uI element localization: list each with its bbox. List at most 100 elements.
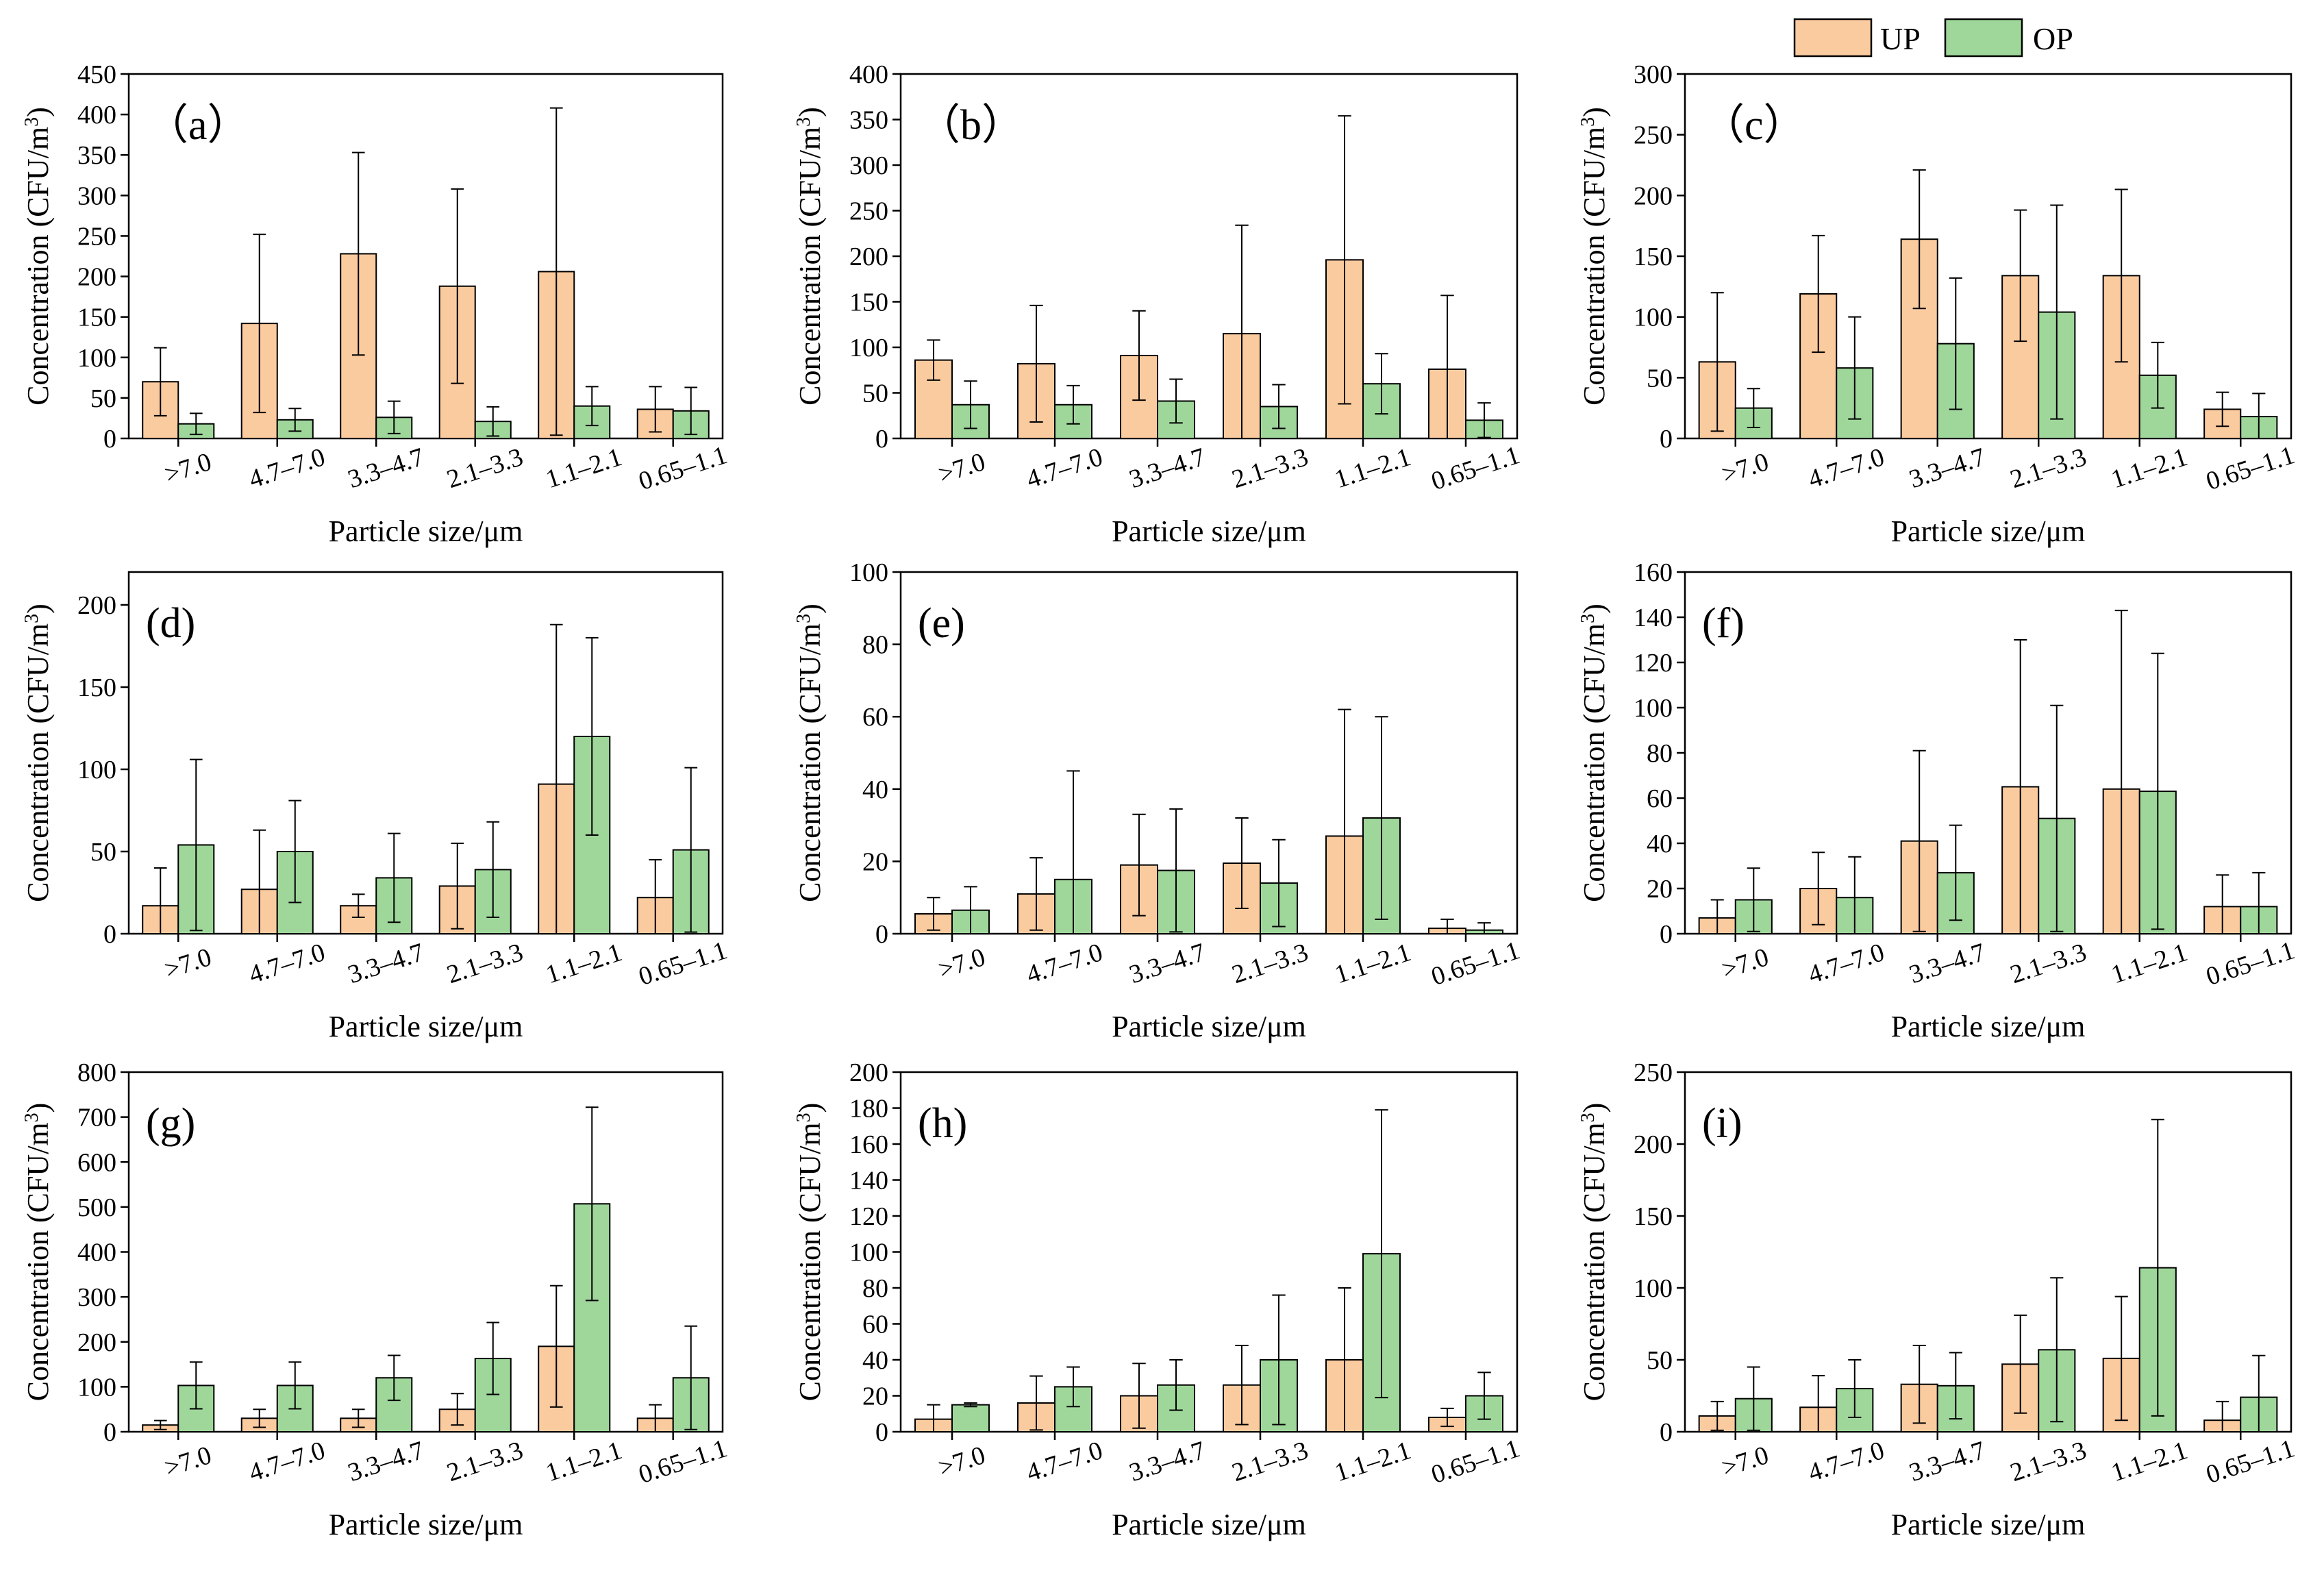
y-axis-title: Concentration (CFU/m3) [1577,107,1612,406]
y-axis-title-close: ) [1577,107,1611,117]
x-tick-label: 4.7–7.0 [1023,1436,1106,1487]
x-tick-label: 0.65–1.1 [2203,1434,2298,1489]
y-tick-label: 40 [862,775,888,804]
y-axis-title-close: ) [21,1103,55,1113]
y-axis-title-main: Concentration (CFU/m [1577,1122,1611,1401]
x-axis-title: Particle size/μm [329,514,523,548]
y-tick-label: 500 [77,1193,116,1222]
panel-label: (h) [918,1100,967,1147]
x-tick-label: 0.65–1.1 [1428,1434,1523,1489]
legend-swatch-op [1944,18,2023,58]
chart-panel-7: 0 100 200 300 400 500 600 700 800 >7.0 4.7–7.0 3.3–… [21,1058,731,1541]
y-tick-label: 350 [849,106,888,135]
x-tick-label: 3.3–4.7 [345,1436,427,1487]
x-tick-label: >7.0 [161,943,215,984]
plot-frame [899,1071,1519,1433]
y-axis-title-close: ) [1577,1103,1611,1113]
y-tick-label: 150 [1634,243,1673,271]
x-tick-label: 3.3–4.7 [1126,443,1209,494]
x-tick-label: 1.1–2.1 [1332,938,1414,989]
x-tick-label: 3.3–4.7 [1906,1436,1988,1487]
x-tick-label: 3.3–4.7 [345,938,427,989]
y-tick-label: 150 [77,303,116,332]
y-axis-title-close: ) [21,107,55,117]
x-tick-label: 1.1–2.1 [542,1436,625,1487]
y-tick-label: 800 [77,1058,116,1087]
x-tick-label: 0.65–1.1 [1428,440,1523,496]
plot-frame [899,571,1519,935]
y-tick-label: 400 [77,1239,116,1267]
legend-label-up: UP [1880,21,1921,56]
x-tick-label: >7.0 [161,1441,215,1482]
y-tick-label: 60 [1647,784,1673,813]
y-tick-label: 400 [849,60,888,89]
y-tick-label: 160 [1634,558,1673,587]
x-tick-label: >7.0 [1719,943,1773,984]
y-axis-title: Concentration (CFU/m3) [793,604,827,902]
x-tick-label: 1.1–2.1 [2108,1436,2190,1487]
x-tick-label: 2.1–3.3 [2007,1436,2090,1487]
y-tick-label: 0 [103,1418,116,1447]
y-tick-label: 40 [1647,830,1673,858]
x-tick-label: 2.1–3.3 [2007,443,2090,494]
x-tick-label: 1.1–2.1 [542,938,625,989]
y-axis-title-sup: 3 [1577,1113,1599,1122]
chart-panel-4: 0 50 100 150 200 >7.0 4.7–7.0 3.3–4.7 2.1–3.3 1.1… [21,571,731,1043]
chart-panel-8: 0 20 40 60 80 100 120 140 160 180 200 >7.0 4.7–7.0 3.… [793,1058,1524,1541]
x-tick-label: 4.7–7.0 [245,1436,328,1487]
plot-frame [1684,1071,2292,1433]
legend-swatch-up [1793,18,1873,58]
y-tick-label: 0 [1660,425,1673,454]
x-tick-label: 0.65–1.1 [2203,936,2298,991]
y-tick-label: 0 [103,425,116,454]
panel-label: (e) [918,600,965,647]
y-tick-label: 180 [849,1095,888,1123]
y-axis-title-sup: 3 [793,1113,814,1122]
x-tick-label: 2.1–3.3 [2007,938,2090,989]
y-tick-label: 350 [77,141,116,170]
y-tick-label: 100 [849,334,888,362]
y-axis-title-sup: 3 [1577,614,1599,623]
y-tick-label: 100 [1634,303,1673,332]
y-tick-label: 200 [1634,182,1673,210]
panel-label: (i) [1702,1100,1742,1147]
x-axis-title: Particle size/μm [1112,1508,1306,1541]
y-tick-label: 200 [77,591,116,620]
y-tick-label: 0 [1660,920,1673,949]
chart-panel-1: 0 50 100 150 200 250 300 350 400 450 >7.0 4.7–7.0 3.… [21,60,731,548]
x-tick-label: >7.0 [935,1441,989,1482]
x-axis-title: Particle size/μm [1112,514,1306,548]
y-tick-label: 250 [849,197,888,226]
x-axis-title: Particle size/μm [1112,1010,1306,1043]
panel-label: （c） [1702,102,1806,149]
y-axis-title: Concentration (CFU/m3) [793,1103,827,1402]
legend: UP OP [1793,18,2073,58]
y-axis-title-sup: 3 [1577,117,1599,127]
x-tick-label: 0.65–1.1 [635,1434,730,1489]
x-tick-label: 1.1–2.1 [2108,938,2190,989]
y-axis-title-close: ) [21,604,55,614]
y-axis-title: Concentration (CFU/m3) [21,107,55,406]
x-tick-label: 2.1–3.3 [1229,1436,1312,1487]
panel-label: (d) [146,600,195,647]
y-axis-title-sup: 3 [21,614,42,623]
x-tick-label: 1.1–2.1 [2108,443,2190,494]
y-tick-label: 200 [849,1058,888,1087]
y-tick-label: 200 [849,243,888,271]
x-axis-title: Particle size/μm [1891,514,2086,548]
y-tick-label: 50 [862,380,888,408]
chart-panel-2: 0 50 100 150 200 250 300 350 400 >7.0 4.7–7.0 3.3–4… [793,60,1524,548]
x-axis-title: Particle size/μm [1891,1010,2086,1043]
y-tick-label: 20 [1647,875,1673,904]
chart-panel-5: 0 20 40 60 80 100 >7.0 4.7–7.0 3.3–4.7 2.1–3.3 1.1… [793,558,1524,1043]
x-tick-label: >7.0 [1719,447,1773,489]
x-tick-label: 0.65–1.1 [635,936,730,991]
y-tick-label: 80 [1647,739,1673,768]
y-tick-label: 100 [849,1239,888,1267]
x-tick-label: 2.1–3.3 [443,443,526,494]
y-axis-title: Concentration (CFU/m3) [1577,1103,1612,1402]
x-tick-label: 3.3–4.7 [1126,1436,1209,1487]
x-tick-label: 0.65–1.1 [1428,936,1523,991]
y-tick-label: 100 [1634,694,1673,723]
panel-label: (f) [1702,600,1745,647]
